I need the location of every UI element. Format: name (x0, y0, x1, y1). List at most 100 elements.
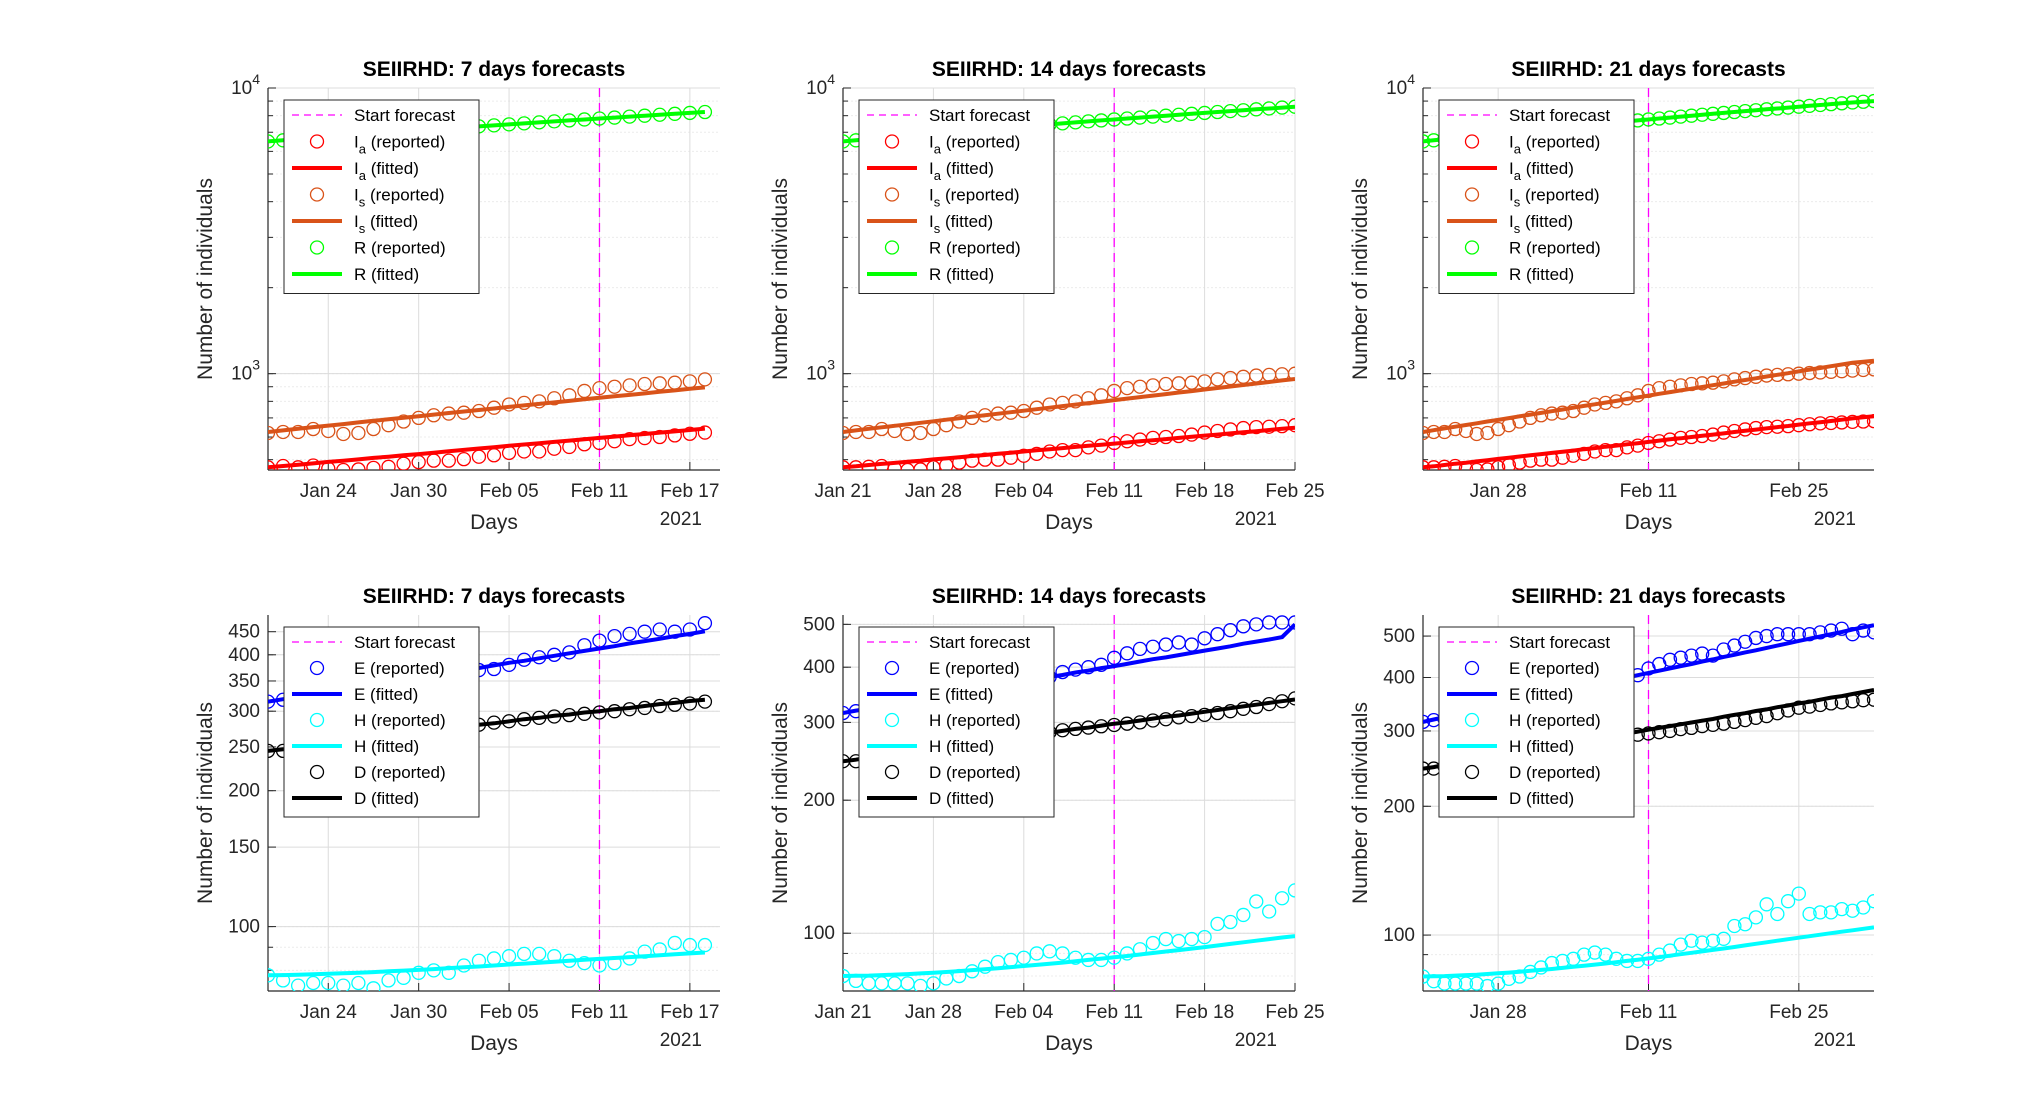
legend-label: Ia (reported) (929, 133, 1020, 157)
legend-label-main: Start forecast (929, 633, 1030, 652)
legend-label-main: I (1509, 159, 1514, 178)
series-H-reported-point (1544, 955, 1560, 971)
y-tick-label: 400 (803, 657, 835, 678)
series-Ia-reported-point (667, 428, 682, 443)
series-R-reported-point (1737, 103, 1753, 119)
series-Ia-reported-point (1737, 422, 1753, 437)
legend-label: Ia (fitted) (354, 159, 419, 183)
series-Ia-reported-point (637, 430, 652, 446)
legend-label: H (fitted) (1509, 737, 1574, 756)
series-Ia-reported-point (1448, 458, 1463, 470)
series-H-reported-point (1426, 974, 1441, 989)
legend-label: R (reported) (354, 239, 446, 258)
series-R-reported-point (1802, 98, 1817, 113)
y-tick-label: 104 (231, 71, 260, 99)
legend-box (283, 99, 480, 294)
series-Is-reported-point (532, 394, 547, 409)
x-axis-label: Days (1625, 1032, 1673, 1055)
series-R-reported-point (1727, 104, 1742, 120)
series-H-reported-point (1662, 943, 1678, 958)
legend-label-main: I (929, 212, 934, 231)
x-tick-label: Feb 04 (994, 1002, 1054, 1023)
series-H-reported-point (1437, 976, 1452, 991)
series-Ia-reported-point (697, 425, 713, 440)
series-H-reported-point (1780, 894, 1796, 909)
legend-label-subscript: s (359, 221, 366, 236)
y-tick-label: 200 (1383, 796, 1415, 817)
series-Ia-reported-point (682, 426, 698, 441)
series-Ia-reported-point (1566, 448, 1581, 463)
series-Ia-reported-point (1823, 415, 1839, 431)
series-Ia-reported-point (336, 462, 351, 470)
x-tick-label: Jan 24 (300, 481, 357, 502)
x-tick-label: Feb 11 (571, 1002, 629, 1023)
series-Ia-reported-point (1469, 462, 1484, 470)
series-H-reported-point (1802, 906, 1817, 922)
series-Is-reported-point (471, 403, 487, 419)
legend-label-suffix: (reported) (1521, 133, 1600, 152)
series-D-reported-point (1770, 706, 1785, 721)
legend-label: H (reported) (354, 711, 446, 730)
series-H-reported-point (1576, 947, 1592, 962)
series-H-reported-point (1287, 883, 1295, 898)
series-Ia-reported-point (652, 429, 667, 445)
series-Ia-reported-point (1501, 458, 1517, 470)
series-Ia-reported-point (456, 452, 472, 467)
legend-box (1438, 99, 1635, 294)
x-tick-label: Feb 11 (1085, 481, 1143, 502)
series-Ia-reported-point (1512, 455, 1527, 470)
series-H-reported-point (456, 958, 472, 973)
legend-label: H (reported) (929, 711, 1021, 730)
legend-marker-swatch (309, 187, 325, 202)
series-Is-reported-point (441, 406, 456, 421)
legend-label-subscript: a (1514, 142, 1522, 157)
series-Ia-reported-point (1630, 438, 1645, 453)
y-tick-label-base: 10 (1386, 364, 1407, 385)
series-H-reported-point (290, 978, 306, 991)
legend-label-main: Start forecast (1509, 633, 1610, 652)
series-Is-reported-point (336, 426, 351, 442)
legend-label: Ia (reported) (1509, 133, 1600, 157)
series-Ia-reported-point (441, 453, 456, 468)
series-Is-fitted-line (1423, 358, 1874, 434)
series-Ia-reported-point (1780, 419, 1796, 434)
series-D-reported-point (501, 714, 517, 729)
legend-marker-swatch (1464, 134, 1480, 149)
legend-label-subscript: a (934, 168, 942, 183)
series-Is-reported-point (1544, 406, 1560, 421)
legend-label-main: I (1509, 186, 1514, 205)
legend-marker-swatch (309, 712, 325, 728)
series-H-reported-point (532, 946, 547, 962)
series-D-reported-point (1705, 717, 1721, 733)
series-H-reported-point (577, 955, 592, 971)
legend-marker-swatch (884, 187, 900, 202)
y-tick-label: 500 (1383, 626, 1415, 647)
series-Ia-reported-point (532, 444, 547, 459)
series-H-reported-point (501, 949, 517, 964)
series-D-reported-point (1673, 721, 1688, 737)
series-D-reported-point (1802, 699, 1817, 714)
series-H-reported-point (1016, 950, 1031, 965)
y-tick-label-base: 10 (806, 78, 827, 99)
series-R-reported-point (1716, 105, 1731, 121)
series-Ia-reported-point (1684, 429, 1699, 445)
legend-marker-swatch (1464, 712, 1480, 728)
series-H-reported-point (1695, 935, 1710, 950)
legend-box (858, 626, 1055, 818)
chart-title: SEIIRHD: 21 days forecasts (1511, 58, 1785, 81)
series-H-reported-point (1684, 933, 1699, 948)
series-H-reported-point (1274, 891, 1290, 906)
series-R-reported-point (1780, 100, 1796, 115)
series-H-reported-point (396, 970, 411, 985)
series-Ia-reported-point (1834, 415, 1849, 430)
legend-label-subscript: s (1514, 195, 1521, 210)
series-H-fitted-line (268, 950, 706, 978)
x-tick-label: Feb 25 (1769, 1002, 1828, 1023)
legend-marker-swatch (884, 240, 900, 255)
legend-label: R (fitted) (354, 265, 419, 284)
y-tick-label-exponent: 3 (827, 357, 835, 373)
legend-marker-swatch (309, 764, 325, 780)
series-Ia-reported-point (381, 459, 396, 470)
legend-label-main: R (reported) (929, 239, 1021, 258)
